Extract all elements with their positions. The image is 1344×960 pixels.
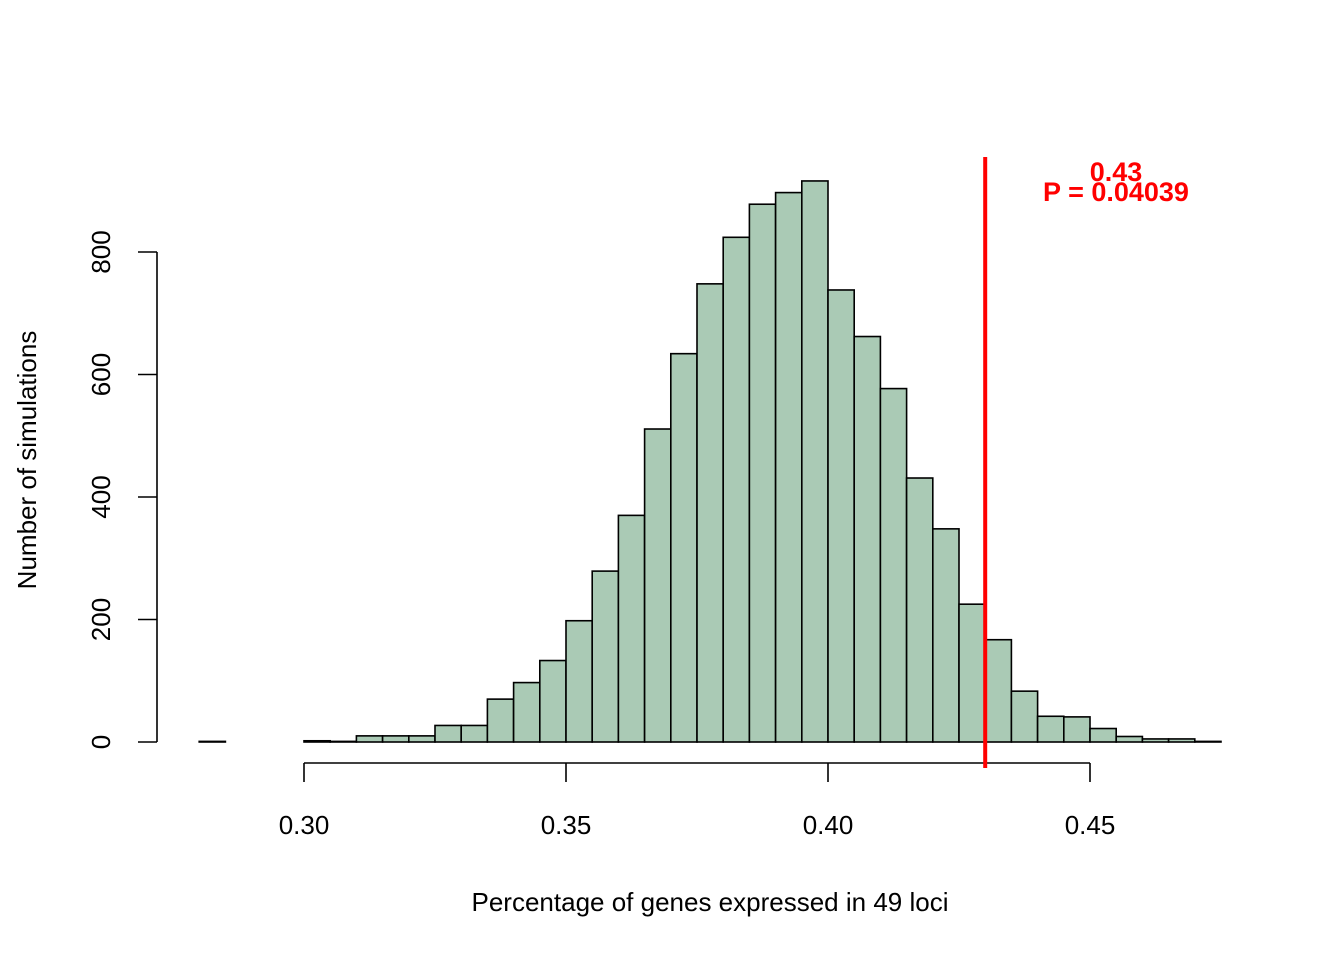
histogram-bar <box>984 638 1013 743</box>
histogram-bar <box>565 619 594 743</box>
x-axis-label: Percentage of genes expressed in 49 loci <box>472 887 949 917</box>
histogram-bar <box>696 283 725 743</box>
histogram-bar <box>1010 690 1039 743</box>
histogram-bar <box>853 335 882 743</box>
y-tick-label: 200 <box>86 598 116 641</box>
histogram-bar <box>643 428 672 743</box>
histogram-bar <box>931 528 960 743</box>
histogram-bar <box>198 740 227 743</box>
x-tick-label: 0.40 <box>803 810 854 840</box>
histogram-bar <box>1167 738 1196 743</box>
y-axis: 0 200 400 600 800 <box>86 230 158 749</box>
histogram-bar <box>1036 715 1065 743</box>
histogram-bar <box>1063 716 1091 743</box>
histogram-bar <box>617 514 646 743</box>
y-tick-label: 600 <box>86 353 116 396</box>
y-tick-label: 0 <box>86 735 116 749</box>
histogram-bar <box>460 724 489 743</box>
histogram-bar <box>748 203 777 743</box>
histogram-bar <box>381 735 410 743</box>
histogram-bar <box>800 180 829 743</box>
histogram-bar <box>434 724 463 743</box>
histogram-bar <box>958 603 987 743</box>
histogram-bar <box>905 477 934 743</box>
histogram-bar <box>538 659 567 743</box>
histogram-bar <box>1115 735 1144 743</box>
histogram-bar <box>722 236 751 743</box>
histogram-bar <box>879 387 908 743</box>
histogram-bar <box>774 191 803 743</box>
histogram-bar <box>669 352 698 743</box>
p-value-label: P = 0.04039 <box>1043 177 1189 207</box>
x-tick-label: 0.45 <box>1065 810 1116 840</box>
histogram-bar <box>355 735 384 743</box>
x-axis: 0.30 0.35 0.40 0.45 <box>279 762 1116 840</box>
x-tick-label: 0.30 <box>279 810 330 840</box>
y-axis-label: Number of simulations <box>12 331 42 590</box>
threshold-value-label: 0.43 <box>1090 157 1143 187</box>
y-tick-label: 800 <box>86 230 116 273</box>
histogram-bar <box>329 740 358 743</box>
histogram-bars <box>198 180 1222 743</box>
histogram-bar <box>827 289 856 743</box>
histogram-bar <box>512 681 541 743</box>
histogram-bar <box>407 735 436 743</box>
y-tick-label: 400 <box>86 475 116 518</box>
histogram-bar <box>591 570 620 743</box>
x-tick-label: 0.35 <box>541 810 592 840</box>
histogram-bar <box>303 739 332 743</box>
histogram-bar <box>1194 740 1222 743</box>
histogram-bar <box>486 698 515 743</box>
histogram-bar <box>1089 727 1118 743</box>
histogram-bar <box>1141 738 1170 743</box>
